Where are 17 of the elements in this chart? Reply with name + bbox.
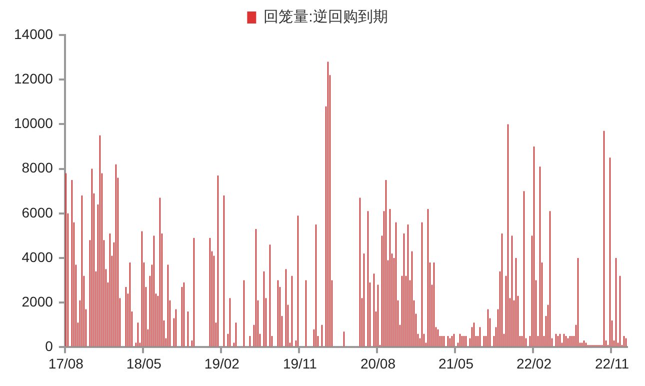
x-tick-label: 20/08 xyxy=(360,355,396,372)
y-tick-label: 8000 xyxy=(22,160,54,176)
legend-label: 回笼量:逆回购到期 xyxy=(264,8,388,26)
x-tick-label: 19/02 xyxy=(204,355,240,372)
y-tick-label: 0 xyxy=(45,338,54,354)
y-tick-label: 6000 xyxy=(22,204,54,220)
x-tick-label: 22/02 xyxy=(516,355,552,372)
x-tick-label: 22/11 xyxy=(595,355,630,372)
y-tick-label: 14000 xyxy=(14,26,54,42)
y-tick-label: 2000 xyxy=(22,293,54,310)
y-tick-label: 4000 xyxy=(22,248,54,265)
y-tick-label: 10000 xyxy=(14,115,54,132)
x-tick-label: 18/05 xyxy=(126,355,162,372)
x-tick-label: 19/11 xyxy=(282,355,318,372)
x-tick-label: 17/08 xyxy=(48,355,84,372)
x-tick-label: 21/05 xyxy=(438,355,474,372)
y-tick-label: 12000 xyxy=(14,70,54,86)
